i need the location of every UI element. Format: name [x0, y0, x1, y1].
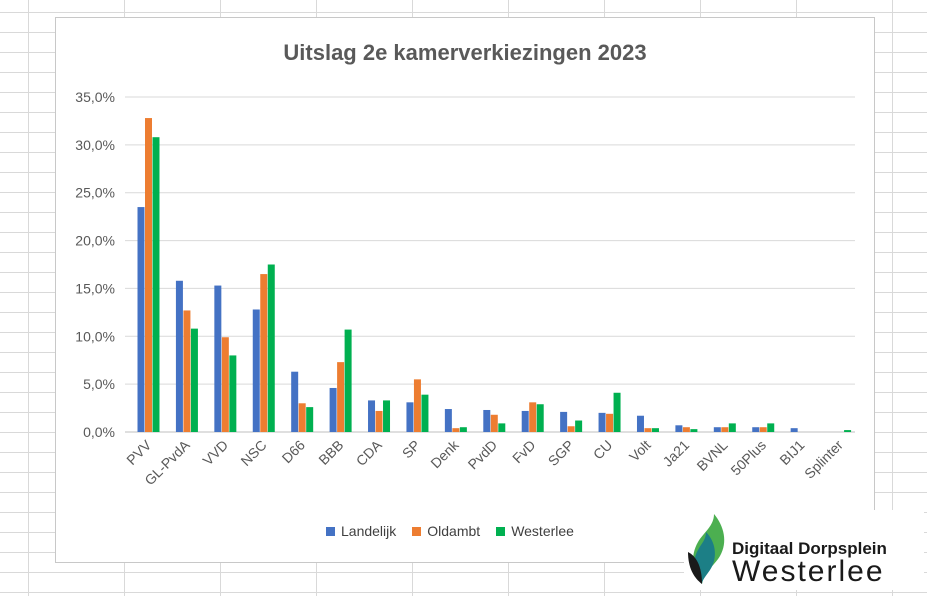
bar — [329, 387, 337, 432]
bar — [298, 403, 306, 432]
y-tick-label: 20,0% — [75, 233, 115, 249]
y-tick-label: 35,0% — [75, 89, 115, 105]
bar — [606, 413, 614, 432]
legend-item: Oldambt — [412, 523, 480, 539]
brand-name-line-1: Digitaal Dorpsplein — [732, 539, 887, 558]
bar — [383, 400, 391, 432]
bar — [229, 355, 237, 432]
legend-label: Landelijk — [341, 523, 397, 539]
bar — [175, 280, 183, 432]
y-tick-label: 25,0% — [75, 185, 115, 201]
x-tick-label: BVNL — [693, 437, 730, 474]
bar — [375, 410, 383, 432]
chart-title: Uitslag 2e kamerverkiezingen 2023 — [283, 40, 647, 65]
bar — [575, 420, 583, 432]
x-tick-label: SGP — [545, 437, 577, 469]
x-tick-label: BIJ1 — [776, 437, 807, 468]
x-tick-label: Splinter — [801, 437, 846, 482]
y-tick-label: 30,0% — [75, 137, 115, 153]
bar — [306, 407, 314, 432]
y-tick-label: 15,0% — [75, 280, 115, 296]
bar — [183, 310, 191, 432]
bar — [713, 427, 721, 432]
bar — [483, 409, 491, 432]
y-tick-label: 10,0% — [75, 328, 115, 344]
bar — [221, 337, 229, 432]
legend-item: Westerlee — [496, 523, 574, 539]
bar — [690, 429, 698, 432]
bar — [721, 427, 729, 432]
bar — [752, 427, 760, 432]
bar — [421, 394, 429, 432]
x-tick-label: Denk — [427, 436, 462, 471]
bar — [344, 329, 352, 432]
bar — [498, 423, 506, 432]
bar — [490, 414, 498, 432]
bar — [560, 411, 568, 432]
x-tick-label: NSC — [237, 437, 269, 469]
x-tick-label: PvdD — [465, 437, 501, 473]
bar — [137, 207, 145, 432]
bar — [337, 362, 345, 432]
bar — [521, 410, 529, 432]
x-tick-label: SP — [399, 437, 424, 462]
bar — [214, 285, 222, 432]
y-tick-label: 0,0% — [83, 424, 115, 440]
brand-logo-block: Digitaal Dorpsplein Westerlee — [684, 510, 924, 590]
bar — [406, 402, 414, 432]
legend-swatch — [496, 526, 506, 536]
bar — [759, 427, 767, 432]
x-tick-label: CDA — [353, 436, 386, 469]
y-tick-label: 5,0% — [83, 376, 115, 392]
bar — [536, 404, 544, 432]
bar — [529, 402, 537, 432]
x-tick-label: PVV — [123, 436, 155, 468]
bar — [636, 415, 644, 432]
bar — [459, 427, 467, 432]
x-tick-label: Volt — [626, 437, 654, 465]
bar — [651, 428, 659, 432]
bar — [644, 428, 652, 432]
legend-label: Oldambt — [427, 523, 481, 539]
bar — [790, 428, 798, 432]
x-tick-label: 50Plus — [727, 437, 769, 479]
bar — [368, 400, 376, 432]
bar — [844, 430, 852, 432]
x-tick-label: D66 — [279, 437, 309, 467]
leaf-logo-icon — [688, 514, 725, 584]
legend-swatch — [326, 526, 335, 536]
bar — [145, 118, 152, 433]
x-tick-label: Ja21 — [659, 437, 692, 470]
bar — [152, 137, 160, 432]
bar — [444, 409, 452, 432]
bar — [260, 274, 268, 432]
bar — [613, 392, 621, 432]
x-tick-label: CU — [590, 437, 616, 463]
legend: Landelijk Oldambt Westerlee — [326, 523, 574, 539]
bar — [413, 379, 421, 432]
bar — [728, 423, 736, 432]
legend-item: Landelijk — [326, 523, 396, 539]
bar — [190, 328, 198, 432]
bar — [267, 264, 275, 432]
bar — [767, 423, 775, 432]
bar — [598, 412, 606, 432]
x-tick-label: BBB — [315, 437, 346, 468]
chart-area — [55, 17, 875, 563]
x-tick-label: FvD — [509, 437, 538, 466]
legend-swatch — [412, 526, 422, 536]
bar — [682, 427, 690, 432]
bar — [675, 425, 683, 432]
brand-name-line-2: Westerlee — [732, 555, 885, 588]
bar — [452, 428, 460, 432]
bar — [567, 426, 575, 432]
bar — [291, 371, 299, 432]
legend-label: Westerlee — [511, 523, 574, 539]
bar — [252, 309, 260, 432]
x-tick-label: VVD — [199, 437, 231, 469]
